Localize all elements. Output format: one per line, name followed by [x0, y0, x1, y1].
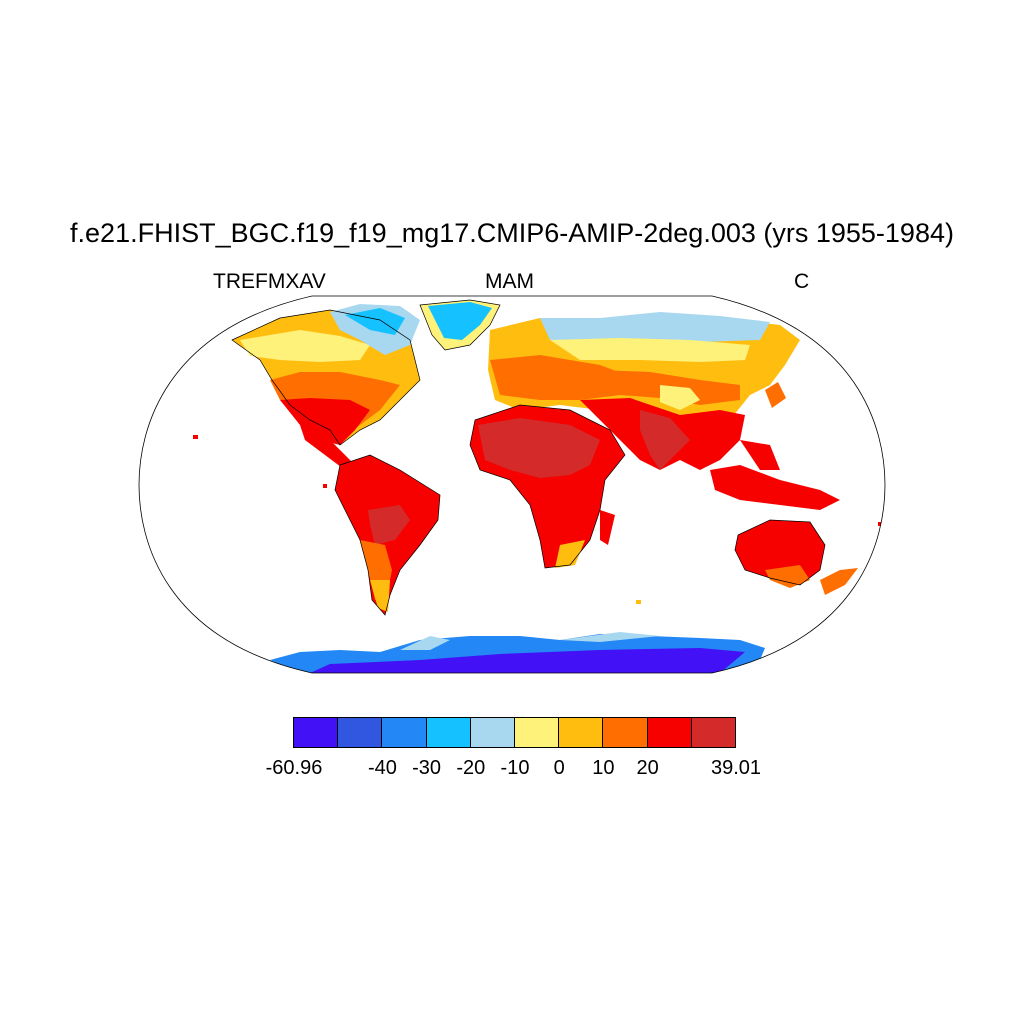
colorbar-tick-label: -60.96	[265, 757, 323, 779]
colorbar-swatch	[381, 717, 427, 748]
season-label: MAM	[485, 270, 534, 293]
colorbar-swatch	[646, 717, 692, 748]
colorbar-tick-label: 20	[636, 757, 659, 779]
map-border	[138, 295, 886, 674]
colorbar-swatch	[425, 717, 471, 748]
colorbar-tick-label: -40	[367, 757, 397, 779]
colorbar-tick-label: -20	[456, 757, 486, 779]
colorbar-tick-label: -10	[500, 757, 530, 779]
colorbar-tick-label: 39.01	[710, 757, 762, 779]
colorbar-tick-label: 10	[592, 757, 615, 779]
plot-title: f.e21.FHIST_BGC.f19_f19_mg17.CMIP6-AMIP-…	[70, 218, 954, 248]
variable-name: TREFMXAV	[213, 270, 326, 293]
colorbar-swatch	[602, 717, 648, 748]
indonesia-region	[710, 465, 840, 510]
colorbar-tick-label: -30	[412, 757, 442, 779]
colorbar-swatch	[337, 717, 383, 748]
colorbar-swatch	[514, 717, 560, 748]
colorbar-swatch	[469, 717, 515, 748]
coastlines	[231, 299, 826, 616]
colorbar-swatch	[558, 717, 604, 748]
colorbar-swatch	[293, 717, 339, 748]
antarctica-interior	[310, 648, 745, 673]
colorbar-tick-label: 0	[553, 757, 565, 779]
units-label: C	[794, 270, 810, 293]
temperature-field	[193, 300, 882, 673]
colorbar-swatch	[690, 717, 736, 748]
